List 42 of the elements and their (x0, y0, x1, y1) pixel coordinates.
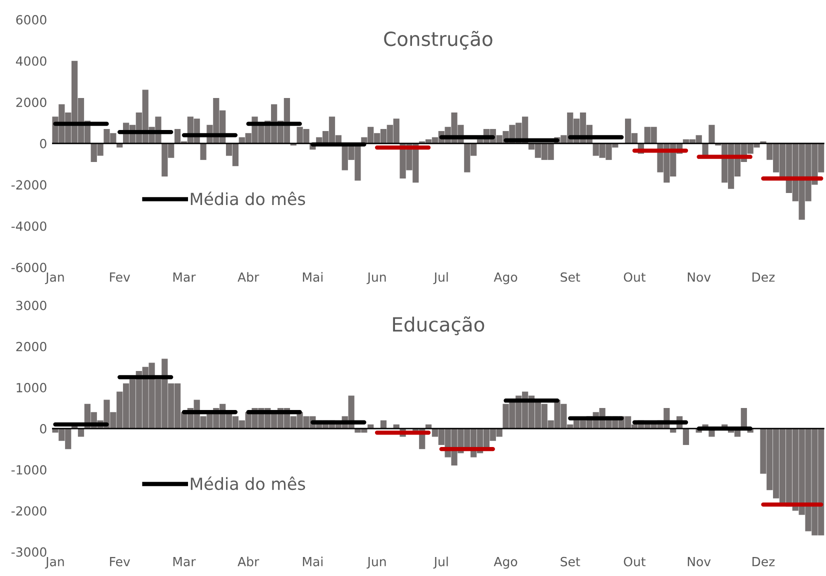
x-tick-label: Ago (494, 272, 518, 284)
y-tick-label: 1000 (16, 382, 46, 392)
legend-label: Média do mês (190, 192, 306, 206)
y-tick-label: -3000 (11, 547, 46, 557)
x-tick-label: Fev (110, 557, 130, 566)
y-tick-label: 2000 (16, 342, 46, 352)
y-tick-label: 0 (40, 424, 46, 434)
y-tick-label: -2000 (11, 180, 46, 190)
text: Educação (393, 316, 484, 336)
x-tick-label: Jun (366, 557, 386, 569)
x-tick-label: Nov (688, 272, 711, 282)
y-tick-label: 6000 (16, 15, 46, 25)
x-tick-label: Mai (302, 272, 322, 282)
x-tick-label: Fev (110, 272, 130, 282)
y-tick-label: -6000 (11, 262, 46, 272)
x-tick-label: Set (560, 272, 580, 282)
y-tick-label: -2000 (11, 506, 46, 516)
x-tick-label: Jan (44, 557, 64, 569)
x-tick-label: Nov (688, 557, 711, 566)
y-tick-label: -1000 (11, 465, 46, 475)
x-tick-label: Jul (433, 272, 448, 284)
y-tick-label: 0 (40, 138, 46, 148)
y-tick-label: 3000 (16, 300, 46, 310)
x-tick-label: Ago (494, 557, 518, 569)
x-tick-label: Mar (173, 557, 196, 566)
x-tick-label: Jan (44, 272, 64, 284)
x-tick-label: Mar (173, 272, 196, 282)
legend-label: Média do mês (190, 476, 306, 490)
text: Construção (384, 30, 492, 50)
x-tick-label: Out (624, 556, 646, 566)
x-tick-label: Mai (302, 556, 322, 566)
y-tick-label: -4000 (11, 221, 46, 231)
x-tick-label: Dez (752, 557, 775, 566)
x-tick-label: Dez (752, 272, 775, 282)
x-tick-label: Abr (238, 556, 260, 566)
y-tick-label: 4000 (16, 56, 46, 66)
y-tick-label: 2000 (16, 98, 46, 108)
x-tick-label: Out (624, 272, 646, 282)
x-tick-label: Jul (433, 556, 448, 569)
x-tick-label: Abr (238, 272, 260, 282)
x-tick-label: Jun (366, 272, 386, 284)
x-tick-label: Set (560, 556, 580, 566)
